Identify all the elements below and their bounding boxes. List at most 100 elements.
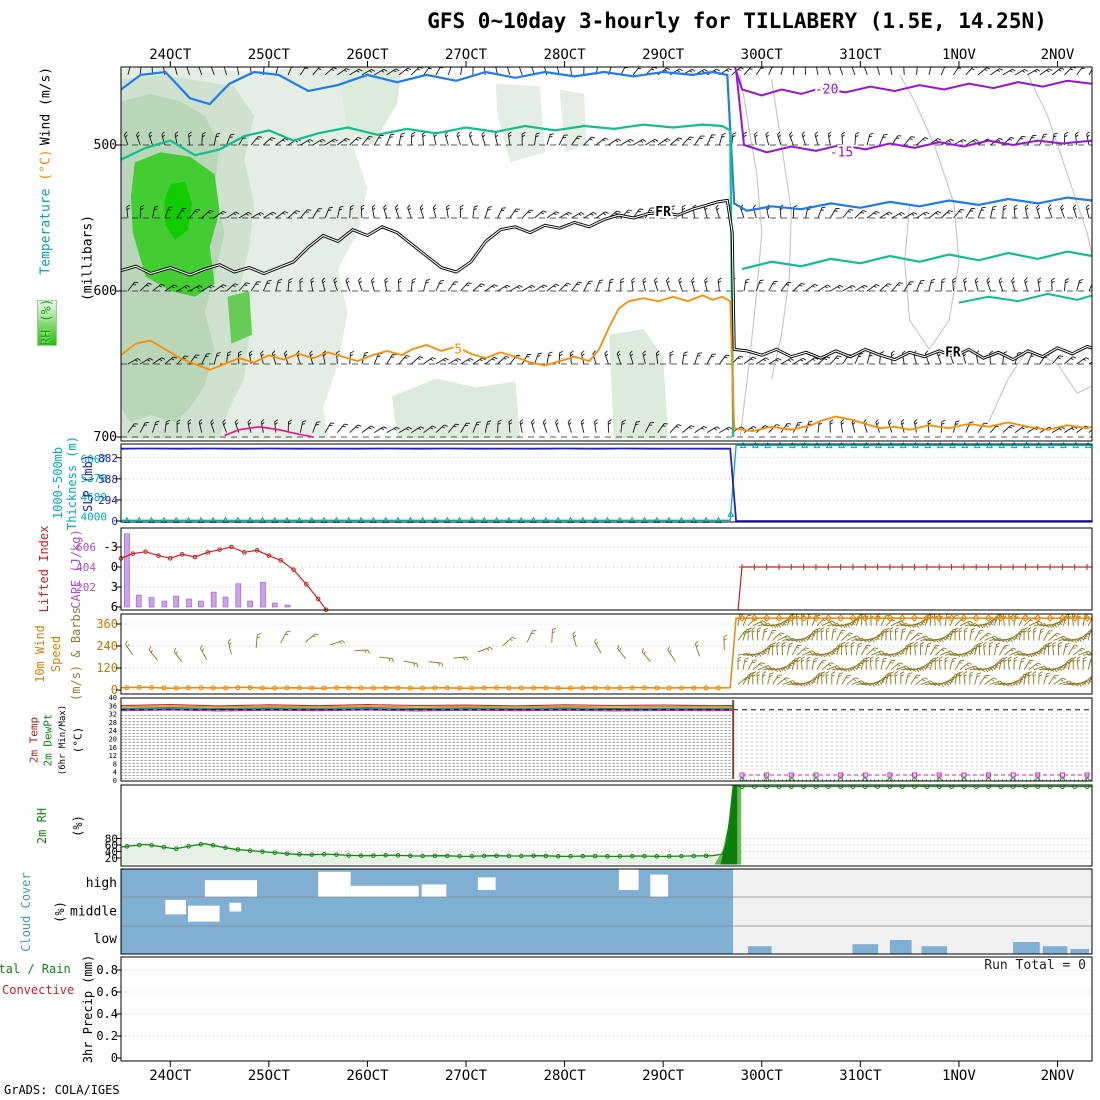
svg-text:36: 36 [109,702,117,710]
svg-text:31OCT: 31OCT [839,1068,882,1084]
svg-text:0: 0 [111,560,118,574]
svg-text:low: low [94,932,118,947]
svg-text:0: 0 [113,777,117,785]
svg-text:FR: FR [655,205,671,220]
svg-text:500: 500 [94,138,117,153]
svg-text:24OCT: 24OCT [149,1068,192,1084]
label-precip-total: Total / Rain [0,962,71,976]
label-precip-axis: 3hr Precip (mm) [81,954,95,1064]
svg-text:12: 12 [109,752,117,760]
svg-text:28OCT: 28OCT [544,1068,587,1084]
svg-text:-15: -15 [830,145,853,160]
panel-precip [121,969,1092,1037]
svg-text:28OCT: 28OCT [544,47,587,63]
label-2m-units: (°C) [71,726,85,754]
svg-text:26OCT: 26OCT [346,47,389,63]
panel-upper-air: -20 -15 FR FR 5 [121,67,1092,439]
svg-text:80: 80 [105,833,118,846]
svg-text:32: 32 [109,711,117,719]
label-10m-speed: Speed [49,635,63,673]
svg-text:5378: 5378 [81,472,108,485]
svg-text:4000: 4000 [81,510,108,523]
svg-text:24OCT: 24OCT [149,47,192,63]
label-cloud-units: (%) [53,901,67,923]
label-wind-units: Wind (m/s) [38,66,54,146]
svg-text:120: 120 [96,661,118,675]
svg-text:360: 360 [96,617,118,631]
label-temperature-word: Temperature [38,188,54,275]
label-rh: RH (%) [39,298,55,346]
page-title: GFS 0~10day 3-hourly for TILLABERY (1.5E… [427,9,1047,33]
svg-text:600: 600 [94,284,117,299]
svg-text:20: 20 [109,736,117,744]
svg-text:0: 0 [111,683,118,697]
label-minmax: (6hr Min/Max) [58,704,68,776]
svg-text:40: 40 [105,846,118,859]
label-slp: SLP (mb) [81,454,95,512]
svg-text:8: 8 [113,760,117,768]
svg-text:29OCT: 29OCT [642,1068,685,1084]
svg-text:28: 28 [109,719,117,727]
label-2m-rh-units: (%) [71,815,85,837]
label-temperature-units: (°C) [38,149,54,181]
svg-text:202: 202 [76,581,96,594]
svg-text:30OCT: 30OCT [741,1068,784,1084]
svg-text:1NOV: 1NOV [942,47,976,63]
label-temperature: Temperature (°C) [39,149,54,274]
label-thickness-1: 1000-500mb [51,446,65,520]
svg-text:FR: FR [945,345,961,360]
label-thickness-2: Thickness (m) [65,436,79,530]
svg-text:294: 294 [98,494,118,507]
svg-text:588: 588 [98,473,118,486]
label-2m-temp: 2m Temp [27,716,41,764]
svg-text:4689: 4689 [81,491,108,504]
svg-text:2NOV: 2NOV [1041,47,1075,63]
svg-text:0: 0 [111,515,118,528]
label-2m-rh: 2m RH [35,807,49,845]
label-cloud-cover: Cloud Cover [19,872,33,952]
svg-text:60: 60 [105,839,118,852]
panel-10m-wind [121,614,1092,691]
label-cape: CAPE (J/kg) [69,529,83,609]
svg-text:25OCT: 25OCT [248,1068,291,1084]
label-lifted-index: Lifted Index [37,525,51,613]
panel-2m-rh [121,785,1092,865]
svg-text:high: high [86,876,117,891]
svg-text:0.4: 0.4 [96,1007,118,1021]
label-2m-dewpt: 2m DewPt [41,713,55,767]
svg-text:27OCT: 27OCT [445,47,488,63]
grads-credit: GrADS: COLA/IGES [4,1083,120,1097]
svg-text:0.8: 0.8 [96,963,118,977]
label-millibars: (millibars) [80,214,96,302]
panel-2m-temp [121,700,1092,781]
label-10m-barbs: (m/s) & Barbs [69,607,83,701]
svg-text:27OCT: 27OCT [445,1068,488,1084]
label-precip-convective: Convective [2,983,75,997]
svg-text:25OCT: 25OCT [248,47,291,63]
panel-cloud-cover [121,869,1092,954]
label-10m-wind: 10m Wind [33,625,47,683]
svg-text:31OCT: 31OCT [839,47,882,63]
svg-text:6: 6 [111,600,118,614]
svg-text:882: 882 [98,452,118,465]
svg-text:700: 700 [94,430,117,445]
svg-text:29OCT: 29OCT [642,47,685,63]
svg-text:1NOV: 1NOV [942,1068,976,1084]
svg-text:-3: -3 [104,540,118,554]
run-total-text: Run Total = 0 [984,958,1086,973]
svg-text:20: 20 [105,852,118,865]
svg-text:0: 0 [111,1051,118,1065]
svg-text:30OCT: 30OCT [741,47,784,63]
svg-text:0.6: 0.6 [96,985,118,999]
svg-text:24: 24 [109,727,117,735]
panel-slp-thickness [120,441,1092,524]
rh-colorbar [37,300,57,346]
svg-text:4: 4 [113,769,117,777]
svg-text:404: 404 [76,561,96,574]
svg-text:0.2: 0.2 [96,1029,118,1043]
svg-text:3: 3 [111,580,118,594]
svg-text:40: 40 [109,694,117,702]
svg-text:16: 16 [109,744,117,752]
